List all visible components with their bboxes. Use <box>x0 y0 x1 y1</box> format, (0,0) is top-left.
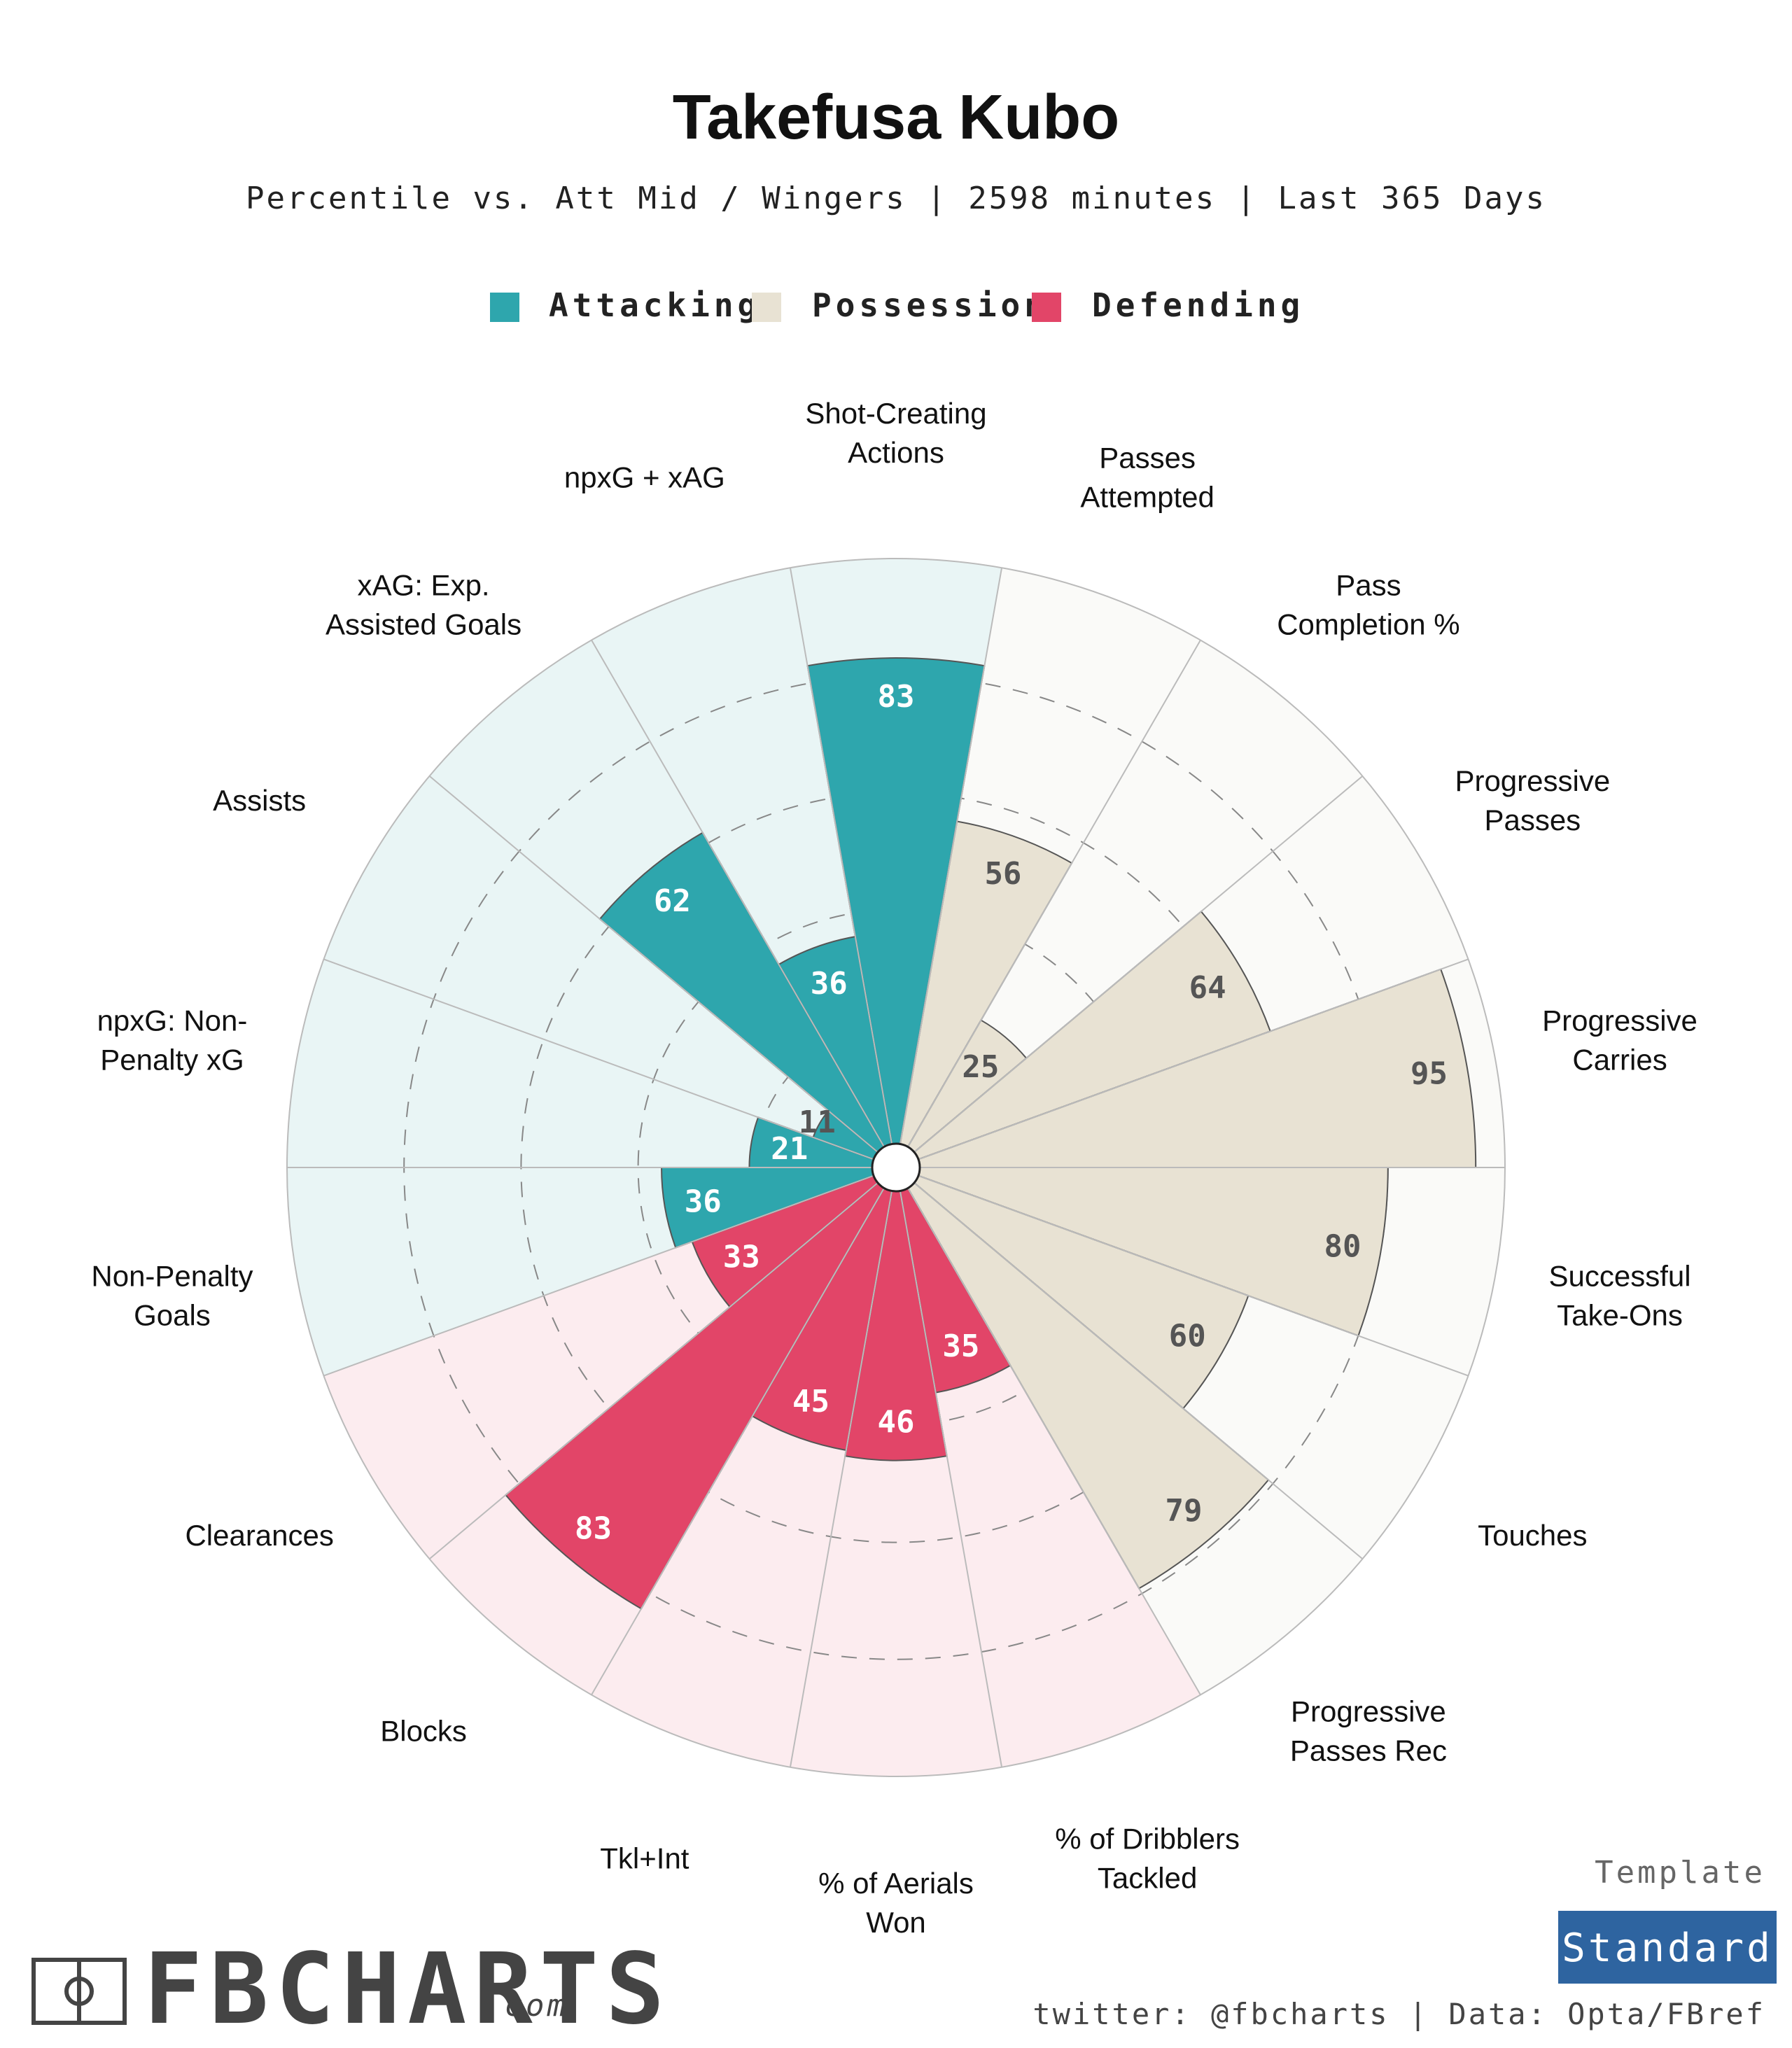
category-label: npxG: Non-Penalty xG <box>97 1004 248 1076</box>
footer-credits: twitter: @fbcharts | Data: Opta/FBref <box>1032 1997 1765 2031</box>
spoke <box>789 568 893 1144</box>
spoke <box>789 1191 893 1767</box>
value-label: 79 <box>1166 1493 1203 1529</box>
category-label: Passes Attempted <box>1080 441 1214 513</box>
legend: Attacking Possession Defending <box>490 286 1304 324</box>
chart-title: Takefusa Kubo <box>673 83 1119 153</box>
spoke <box>918 958 1469 1160</box>
background-wedge <box>287 959 874 1167</box>
spoke <box>323 1174 874 1377</box>
value-label: 83 <box>575 1510 612 1546</box>
template-value: Standard <box>1562 1926 1773 1971</box>
logo-text: FBCHARTS <box>144 1933 671 2047</box>
value-label: 11 <box>799 1104 836 1140</box>
legend-label-defending: Defending <box>1092 286 1304 324</box>
value-label: 46 <box>878 1405 915 1440</box>
value-label: 36 <box>685 1184 722 1220</box>
category-label: npxG + xAG <box>564 461 725 493</box>
spoke <box>591 640 885 1148</box>
pitch-icon <box>31 1958 127 2025</box>
spoke <box>907 1187 1201 1695</box>
spoke <box>899 568 1003 1144</box>
category-label: % of Aerials Won <box>818 1867 974 1939</box>
legend-swatch-attacking <box>490 293 519 322</box>
spoke <box>907 640 1201 1148</box>
value-label: 36 <box>811 966 848 1002</box>
chart-subtitle: Percentile vs. Att Mid / Wingers | 2598 … <box>246 181 1546 216</box>
spoke <box>591 1187 885 1695</box>
category-label: Pass Completion % <box>1277 569 1460 641</box>
spoke <box>913 1182 1364 1559</box>
legend-label-attacking: Attacking <box>549 286 761 324</box>
value-label: 83 <box>878 679 915 715</box>
category-label: Assists <box>213 784 306 817</box>
category-label: Blocks <box>380 1714 467 1747</box>
category-label: Shot-Creating Actions <box>805 397 986 469</box>
spoke <box>428 776 878 1153</box>
value-label: 80 <box>1324 1228 1361 1264</box>
value-label: 25 <box>962 1049 999 1085</box>
spokes <box>287 568 1505 1767</box>
center-hole <box>871 1142 921 1193</box>
template-label: Template <box>1595 1855 1765 1891</box>
legend-swatch-possession <box>752 293 781 322</box>
spoke <box>899 1191 1003 1767</box>
category-label: Successful Take-Ons <box>1549 1259 1691 1331</box>
category-label: % of Dribblers Tackled <box>1055 1823 1240 1895</box>
legend-label-possession: Possession <box>812 286 1048 324</box>
spoke <box>323 958 874 1160</box>
category-label: Tkl+Int <box>600 1842 690 1875</box>
background-wedge <box>908 640 1363 1153</box>
logo-suffix: .com <box>483 1988 568 2024</box>
value-label: 56 <box>984 856 1021 892</box>
value-label: 33 <box>723 1239 760 1275</box>
fbcharts-logo: FBCHARTS .com <box>31 1933 671 2047</box>
value-label: 60 <box>1169 1318 1206 1354</box>
category-label: Progressive Passes Rec <box>1290 1695 1447 1767</box>
spoke <box>913 776 1364 1153</box>
category-label: xAG: Exp. Assisted Goals <box>326 569 522 641</box>
data-bars <box>505 657 1477 1610</box>
category-label: Non-Penalty Goals <box>91 1259 253 1331</box>
category-label: Progressive Passes <box>1455 764 1610 836</box>
value-label: 62 <box>654 883 691 919</box>
value-label: 21 <box>771 1131 808 1167</box>
value-label: 45 <box>792 1384 830 1419</box>
category-labels: Shot-Creating Actions Passes Attempted Pass C… <box>91 397 1698 1939</box>
spoke <box>428 1182 878 1559</box>
spoke <box>918 1174 1469 1377</box>
value-label: 64 <box>1189 970 1226 1006</box>
category-label: Clearances <box>185 1519 333 1552</box>
background-wedge <box>323 776 878 1160</box>
category-label: Touches <box>1478 1519 1587 1552</box>
template-badge <box>1558 1911 1777 1984</box>
value-label: 35 <box>942 1328 979 1364</box>
background-wedge <box>790 1191 1002 1776</box>
value-label: 95 <box>1410 1056 1448 1092</box>
legend-swatch-defending <box>1032 293 1061 322</box>
category-label: Progressive Carries <box>1542 1004 1698 1076</box>
